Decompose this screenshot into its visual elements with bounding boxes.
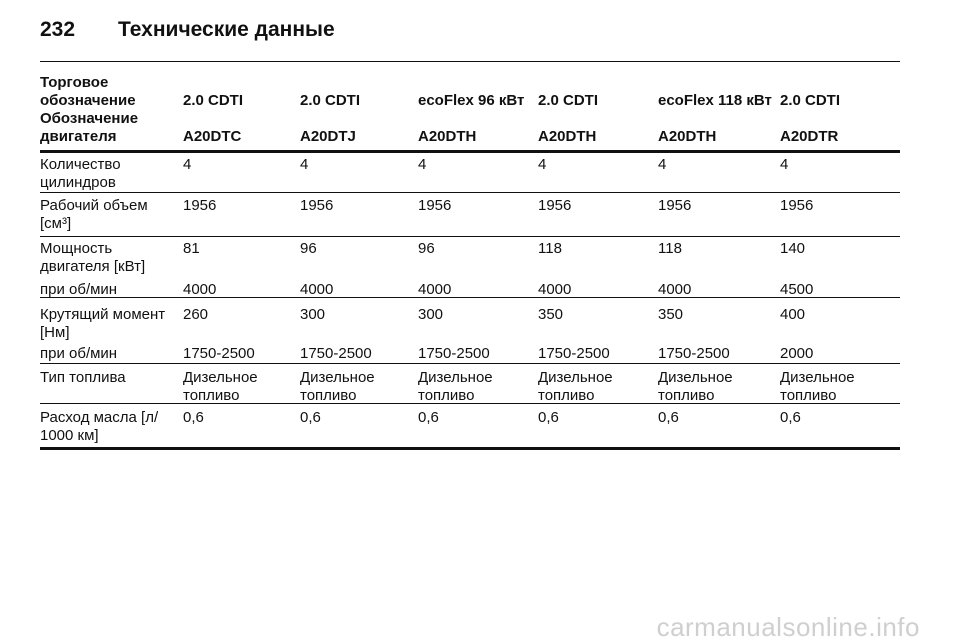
row-cell: 96 [418, 240, 435, 257]
row-cell: 4 [658, 156, 667, 173]
header-label: Обозначение двигателя [40, 110, 139, 145]
row-label: Количество цилиндров [40, 156, 121, 191]
row-cell: 0,6 [780, 409, 801, 426]
row-cell: 1750-2500 [418, 345, 490, 362]
row-cell: 140 [780, 240, 806, 257]
row-cell: 4500 [780, 281, 814, 298]
row-cell: 350 [538, 306, 564, 323]
row-cell: 0,6 [183, 409, 204, 426]
row-cell: 118 [538, 240, 562, 257]
watermark: carmanualsonline.info [656, 612, 920, 642]
row-rule [40, 297, 900, 298]
row-rule [40, 236, 900, 237]
header-cell: 2.0 CDTI [538, 92, 599, 109]
row-cell: 4000 [183, 281, 217, 298]
thick-rule [40, 447, 900, 450]
row-cell: 2000 [780, 345, 814, 362]
row-cell: 4000 [538, 281, 572, 298]
row-cell: 400 [780, 306, 806, 323]
header-cell: A20DTH [418, 128, 477, 145]
row-label: Рабочий объем [см³] [40, 197, 148, 232]
page-number: 232 [40, 18, 76, 41]
row-label: при об/мин [40, 281, 118, 298]
header-rule [40, 61, 900, 62]
header-cell: ecoFlex 96 кВт [418, 92, 525, 109]
row-cell: Дизельное топливо [418, 369, 493, 404]
row-cell: 1956 [300, 197, 334, 214]
row-cell: 1956 [418, 197, 452, 214]
row-cell: 260 [183, 306, 209, 323]
row-cell: 4 [418, 156, 427, 173]
row-cell: 1956 [538, 197, 572, 214]
row-cell: Дизельное топливо [300, 369, 375, 404]
row-cell: 4000 [418, 281, 452, 298]
row-rule [40, 192, 900, 193]
row-cell: 4 [300, 156, 309, 173]
row-cell: 4 [183, 156, 192, 173]
row-label: Расход масла [л/ 1000 км] [40, 409, 159, 444]
row-cell: 1750-2500 [183, 345, 255, 362]
row-cell: 96 [300, 240, 317, 257]
page-title: Технические данные [118, 18, 335, 41]
row-cell: 1750-2500 [658, 345, 730, 362]
row-cell: Дизельное топливо [538, 369, 613, 404]
header-cell: 2.0 CDTI [300, 92, 361, 109]
row-cell: 0,6 [418, 409, 439, 426]
row-cell: 4000 [658, 281, 692, 298]
row-cell: 1956 [658, 197, 692, 214]
row-label: Мощность двигателя [кВт] [40, 240, 146, 275]
row-cell: 300 [300, 306, 326, 323]
header-cell: A20DTJ [300, 128, 356, 145]
row-label: Тип топлива [40, 369, 126, 386]
header-cell: A20DTR [780, 128, 839, 145]
row-cell: Дизельное топливо [658, 369, 733, 404]
header-cell: ecoFlex 118 кВт [658, 92, 772, 109]
row-cell: Дизельное топливо [780, 369, 855, 404]
header-cell: 2.0 CDTI [183, 92, 244, 109]
row-cell: 1956 [780, 197, 814, 214]
row-cell: 1750-2500 [538, 345, 610, 362]
header-label: Торговое обозначение [40, 74, 136, 109]
row-cell: 1750-2500 [300, 345, 372, 362]
row-cell: 350 [658, 306, 684, 323]
row-cell: 118 [658, 240, 682, 257]
header-cell: A20DTC [183, 128, 242, 145]
row-cell: 0,6 [538, 409, 559, 426]
row-cell: 4000 [300, 281, 334, 298]
row-cell: 4 [538, 156, 547, 173]
header-cell: A20DTH [658, 128, 717, 145]
row-cell: 0,6 [300, 409, 321, 426]
row-rule [40, 363, 900, 364]
row-cell: 1956 [183, 197, 217, 214]
header-cell: A20DTH [538, 128, 597, 145]
row-rule [40, 403, 900, 404]
row-label: Крутящий момент [Нм] [40, 306, 166, 341]
row-cell: 4 [780, 156, 789, 173]
thick-rule [40, 150, 900, 153]
row-label: при об/мин [40, 345, 118, 362]
row-cell: 300 [418, 306, 444, 323]
row-cell: Дизельное топливо [183, 369, 258, 404]
row-cell: 81 [183, 240, 200, 257]
header-cell: 2.0 CDTI [780, 92, 841, 109]
row-cell: 0,6 [658, 409, 679, 426]
